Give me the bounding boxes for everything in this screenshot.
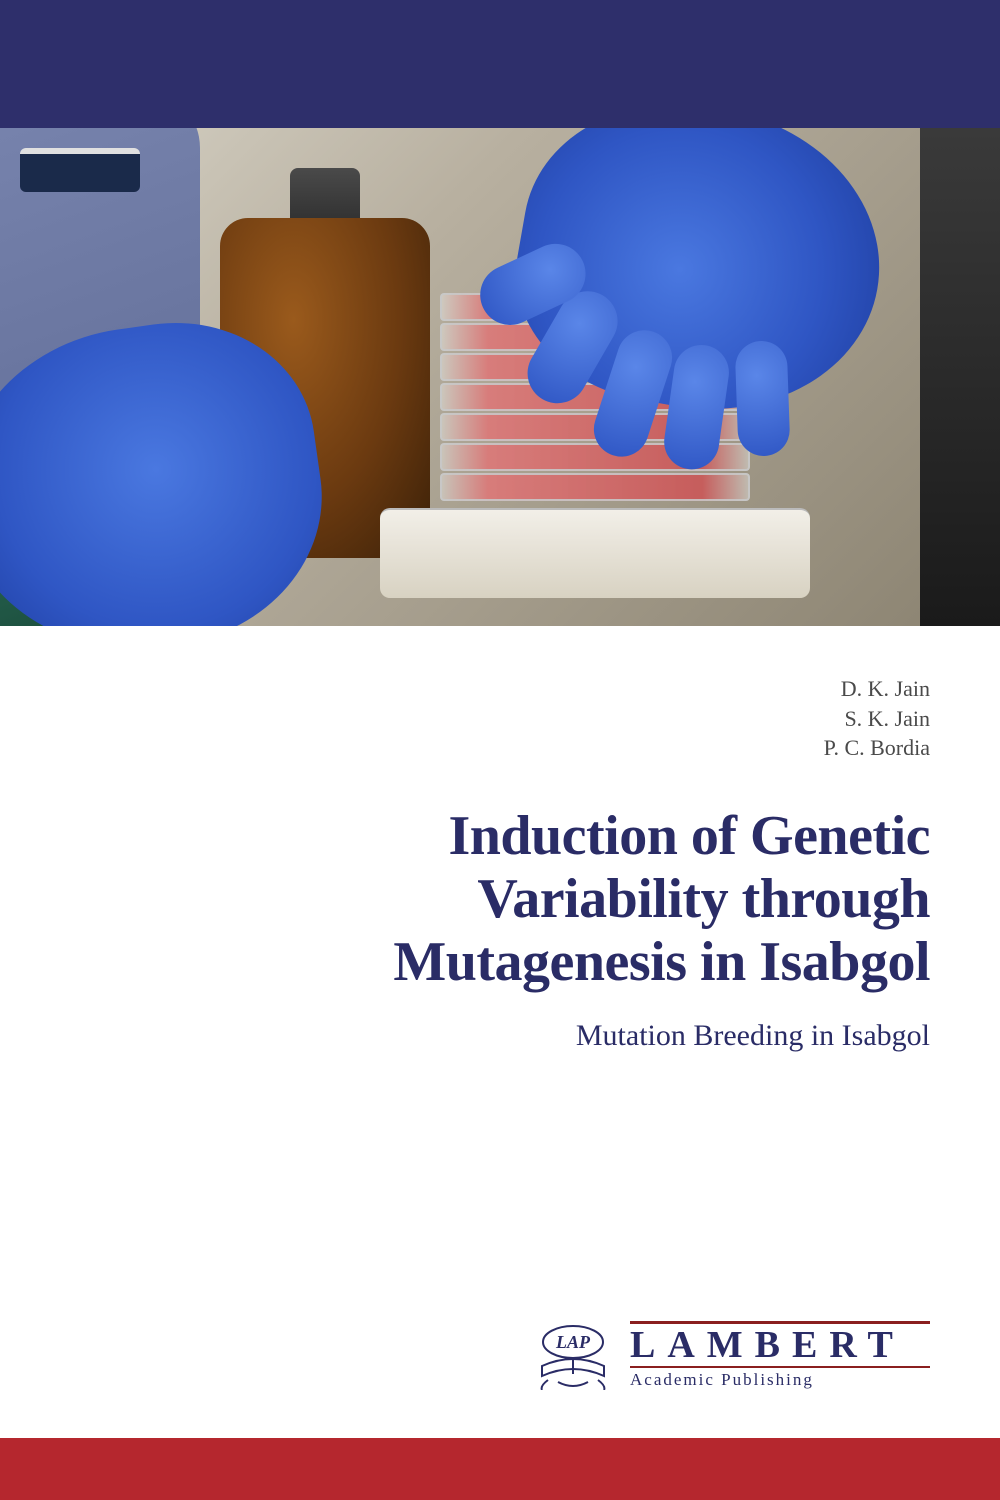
author-line: S. K. Jain <box>70 704 930 734</box>
publisher-name: LAMBERT <box>630 1326 930 1364</box>
top-color-band <box>0 0 1000 128</box>
cover-photo <box>0 128 1000 626</box>
author-line: P. C. Bordia <box>70 733 930 763</box>
culture-plate <box>440 473 750 501</box>
title-line: Induction of Genetic <box>70 805 930 868</box>
title-line: Variability through <box>70 868 930 931</box>
publisher-block: LAP LAMBERT Academic Publishing <box>530 1320 930 1390</box>
book-cover: D. K. Jain S. K. Jain P. C. Bordia Induc… <box>0 0 1000 1500</box>
book-title: Induction of Genetic Variability through… <box>70 805 930 993</box>
title-line: Mutagenesis in Isabgol <box>70 931 930 994</box>
shelf-edge <box>920 128 1000 626</box>
bottom-color-band <box>0 1438 1000 1500</box>
publisher-text: LAMBERT Academic Publishing <box>630 1321 930 1390</box>
balance-base <box>380 508 810 598</box>
coat-tag <box>20 148 140 192</box>
publisher-logo-icon: LAP <box>530 1320 616 1390</box>
book-subtitle: Mutation Breeding in Isabgol <box>70 1019 930 1053</box>
publisher-rule-under <box>630 1366 930 1368</box>
author-block: D. K. Jain S. K. Jain P. C. Bordia <box>70 674 930 763</box>
publisher-badge-text: LAP <box>555 1332 591 1352</box>
publisher-subline: Academic Publishing <box>630 1370 930 1390</box>
author-line: D. K. Jain <box>70 674 930 704</box>
